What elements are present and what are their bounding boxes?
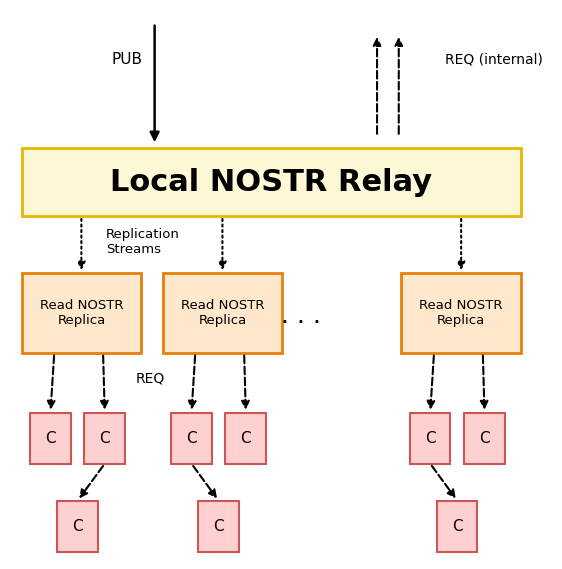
Text: REQ: REQ [135, 372, 165, 385]
FancyBboxPatch shape [57, 501, 98, 552]
FancyBboxPatch shape [198, 501, 239, 552]
Text: Read NOSTR
Replica: Read NOSTR Replica [419, 299, 503, 327]
Text: C: C [72, 519, 83, 534]
FancyBboxPatch shape [225, 413, 266, 464]
Text: C: C [213, 519, 224, 534]
FancyBboxPatch shape [464, 413, 505, 464]
Text: Read NOSTR
Replica: Read NOSTR Replica [181, 299, 264, 327]
Text: REQ (internal): REQ (internal) [445, 53, 543, 67]
FancyBboxPatch shape [30, 413, 70, 464]
FancyBboxPatch shape [401, 273, 521, 353]
Text: C: C [425, 431, 435, 446]
Text: Local NOSTR Relay: Local NOSTR Relay [110, 168, 432, 196]
Text: C: C [240, 431, 251, 446]
FancyBboxPatch shape [22, 148, 521, 216]
FancyBboxPatch shape [22, 273, 141, 353]
Text: C: C [479, 431, 490, 446]
Text: . . .: . . . [281, 304, 321, 328]
Text: C: C [186, 431, 197, 446]
FancyBboxPatch shape [163, 273, 282, 353]
FancyBboxPatch shape [410, 413, 450, 464]
Text: PUB: PUB [112, 52, 143, 67]
Text: C: C [452, 519, 463, 534]
Text: Replication
Streams: Replication Streams [106, 228, 180, 256]
FancyBboxPatch shape [84, 413, 125, 464]
Text: C: C [45, 431, 56, 446]
Text: C: C [99, 431, 110, 446]
FancyBboxPatch shape [171, 413, 211, 464]
Text: Read NOSTR
Replica: Read NOSTR Replica [40, 299, 123, 327]
FancyBboxPatch shape [437, 501, 478, 552]
